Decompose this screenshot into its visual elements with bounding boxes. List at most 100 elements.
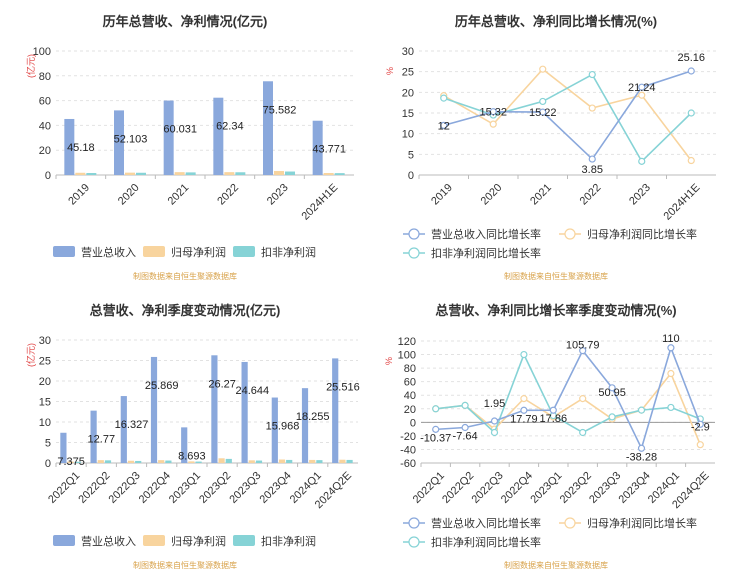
x-tick-label: 2019	[429, 182, 455, 208]
data-label: 45.18	[67, 142, 95, 154]
x-tick-label: 2021	[166, 182, 192, 208]
legend-swatch	[53, 535, 75, 546]
bar-net-profit	[218, 458, 225, 463]
x-tick-label: 2024H1E	[299, 182, 340, 223]
series-point-2	[638, 157, 646, 165]
x-tick-label: 2023Q1	[167, 470, 203, 506]
bar-deducted-profit	[235, 172, 246, 175]
y-tick-label: 25	[39, 356, 51, 368]
data-label: 26.27	[208, 378, 236, 390]
bar-net-profit	[224, 172, 235, 175]
bar-revenue	[163, 100, 174, 175]
data-label: 105.79	[566, 340, 600, 352]
bar-revenue	[263, 81, 273, 175]
bar-net-profit	[127, 460, 135, 463]
x-tick-label: 2022Q1	[411, 470, 447, 506]
y-tick-label: 120	[398, 336, 416, 348]
x-tick-label: 2023Q3	[227, 470, 263, 506]
series-point-2	[637, 406, 646, 414]
bar-revenue	[312, 120, 323, 175]
y-tick-label: 100	[33, 46, 51, 58]
series-point-0	[638, 83, 646, 91]
legend-swatch	[233, 246, 255, 257]
y-tick-label: 10	[39, 417, 51, 429]
bar-net-profit	[339, 459, 346, 463]
y-tick-label: 0	[45, 458, 51, 470]
series-point-0	[588, 155, 596, 163]
x-tick-label: 2023Q1	[528, 470, 564, 506]
y-tick-label: 10	[402, 129, 414, 141]
x-tick-label: 2023	[627, 182, 653, 208]
series-point-2	[687, 109, 695, 117]
series-point-2	[539, 97, 547, 106]
bar-revenue	[150, 356, 158, 463]
data-label: 12	[438, 120, 450, 132]
y-tick-label: 40	[39, 120, 51, 132]
series-point-1	[520, 395, 528, 403]
x-tick-label: 2023Q2	[558, 470, 594, 506]
y-tick-label: 20	[402, 87, 414, 99]
y-tick-label: 15	[39, 397, 51, 409]
series-point-1	[687, 156, 695, 165]
legend-swatch	[233, 535, 255, 546]
y-tick-label: 20	[404, 404, 416, 416]
data-label: 43.771	[312, 144, 346, 156]
y-tick-label: 40	[404, 390, 416, 402]
series-point-1	[489, 120, 497, 128]
series-point-1	[539, 65, 547, 73]
legend-swatch	[53, 246, 75, 257]
series-point-2	[579, 428, 587, 437]
y-tick-label: 60	[404, 377, 416, 389]
series-point-0	[440, 121, 448, 130]
chart-svg: 总营收、净利季度变动情况(亿元)051015202530(亿元)2022Q120…	[25, 303, 360, 570]
bar-deducted-profit	[86, 173, 97, 175]
legend-marker	[408, 247, 420, 259]
y-axis-unit: %	[384, 357, 394, 365]
y-tick-label: 25	[402, 67, 414, 79]
chart-title: 总营收、净利同比增长率季度变动情况(%)	[435, 303, 676, 318]
series-point-1	[667, 369, 675, 378]
data-label: 60.031	[163, 124, 197, 136]
y-tick-label: 0	[408, 170, 414, 182]
x-tick-label: 2022Q4	[499, 470, 535, 506]
bar-net-profit	[97, 460, 104, 463]
source-note: 制图数据来自恒生聚源数据库	[133, 271, 237, 281]
bar-revenue	[211, 355, 218, 463]
chart-svg: 历年总营收、净利同比增长情况(%) 0 5 10 15 20 25 30% 2019 2020 20…	[385, 14, 716, 281]
bar-revenue	[114, 110, 124, 175]
legend-label: 扣非净利润	[261, 534, 316, 548]
series-point-0	[490, 417, 499, 425]
source-note: 制图数据来自恒生聚源数据库	[504, 271, 608, 281]
legend-label: 扣非净利润同比增长率	[431, 535, 541, 549]
series-point-0	[579, 347, 587, 355]
bar-revenue	[241, 361, 248, 463]
data-label: 1.95	[484, 398, 505, 410]
y-tick-label: 5	[45, 438, 51, 450]
y-tick-label: -40	[400, 444, 416, 456]
data-label: 75.582	[263, 104, 297, 116]
data-label: -2.9	[691, 421, 710, 433]
x-tick-label: 2020	[479, 182, 505, 208]
data-label: 17.79	[510, 413, 538, 425]
x-tick-label: 2023Q4	[617, 470, 653, 506]
series-point-0	[489, 108, 497, 116]
y-tick-label: -20	[400, 431, 416, 443]
bar-deducted-profit	[185, 172, 196, 175]
series-point-1	[579, 395, 587, 403]
bar-revenue	[120, 396, 127, 463]
x-tick-label: 2023Q4	[258, 470, 294, 506]
bar-revenue	[301, 388, 309, 463]
data-label: 17.86	[540, 413, 568, 425]
y-tick-label: 80	[39, 71, 51, 83]
annual-revenue-profit-chart: 历年总营收、净利情况(亿元) 0 20 40 60 80 100 (亿元) 2019 2020 20…	[0, 0, 371, 289]
y-tick-label: 20	[39, 145, 51, 157]
series-point-0	[520, 406, 528, 414]
chart-svg: 总营收、净利同比增长率季度变动情况(%)-60-40-2002040608010…	[384, 303, 715, 570]
data-label: 16.327	[115, 419, 149, 431]
chart-svg: 历年总营收、净利情况(亿元) 0 20 40 60 80 100(亿元) 2019 2020 20…	[25, 14, 354, 281]
legend-label: 归母净利润	[171, 534, 226, 548]
legend-swatch	[143, 246, 165, 257]
series-point-1	[588, 104, 596, 112]
x-tick-label: 2022Q4	[137, 470, 173, 506]
series-point-1	[696, 441, 704, 449]
